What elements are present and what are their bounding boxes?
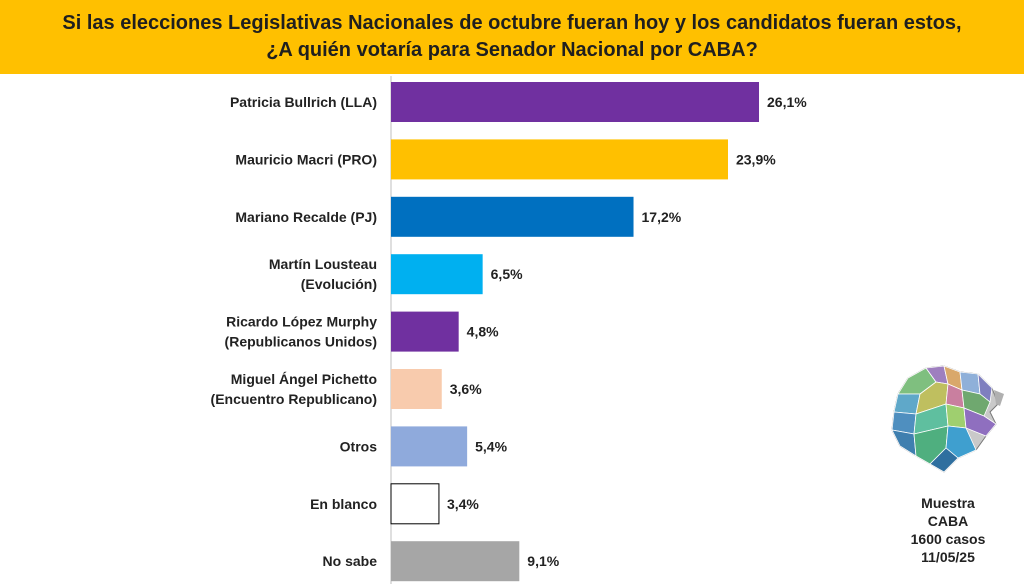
bar-4 <box>391 311 459 352</box>
category-label-0: Patricia Bullrich (LLA) <box>230 94 377 110</box>
bar-7 <box>390 483 440 525</box>
category-label-5: Miguel Ángel Pichetto (Encuentro Republic… <box>211 371 377 407</box>
category-label-3: Martín Lousteau (Evolución) <box>269 256 377 292</box>
category-label-7: En blanco <box>310 496 377 512</box>
category-label-8: No sabe <box>323 553 378 569</box>
sample-line-3: 1600 casos <box>910 531 986 547</box>
sample-line-1: Muestra <box>921 495 975 511</box>
value-label-2: 17,2% <box>642 209 682 225</box>
category-label-6: Otros <box>340 438 378 454</box>
chart-title: Si las elecciones Legislativas Nacionale… <box>0 0 1024 74</box>
bar-8 <box>391 541 520 582</box>
value-label-6: 5,4% <box>475 438 507 454</box>
bar-chart: 26,1% Patricia Bullrich (LLA) 23,9% Maurici… <box>211 76 807 584</box>
sample-line-4: 11/05/25 <box>921 549 975 565</box>
bar-6 <box>391 426 468 467</box>
value-label-4: 4,8% <box>467 324 499 340</box>
bar-3 <box>391 254 483 295</box>
category-label-1: Mauricio Macri (PRO) <box>235 151 377 167</box>
title-line-2: ¿A quién votaría para Senador Nacional p… <box>266 39 758 61</box>
category-label-4: Ricardo López Murphy (Republicanos Unidos… <box>225 314 378 350</box>
bar-2 <box>391 196 634 237</box>
sample-line-2: CABA <box>927 513 969 529</box>
bar-5 <box>391 369 442 409</box>
bar-0 <box>391 82 760 122</box>
title-line-1: Si las elecciones Legislativas Nacionale… <box>62 12 962 34</box>
value-label-1: 23,9% <box>736 151 776 167</box>
bar-1 <box>391 139 728 180</box>
value-label-7: 3,4% <box>447 496 479 512</box>
caba-map-icon <box>886 360 1012 480</box>
category-label-2: Mariano Recalde (PJ) <box>235 209 377 225</box>
value-label-8: 9,1% <box>527 553 559 569</box>
value-label-5: 3,6% <box>450 381 482 397</box>
value-label-0: 26,1% <box>767 94 807 110</box>
sample-info: Muestra CABA 1600 casos 11/05/25 <box>880 494 1016 566</box>
value-label-3: 6,5% <box>491 266 523 282</box>
